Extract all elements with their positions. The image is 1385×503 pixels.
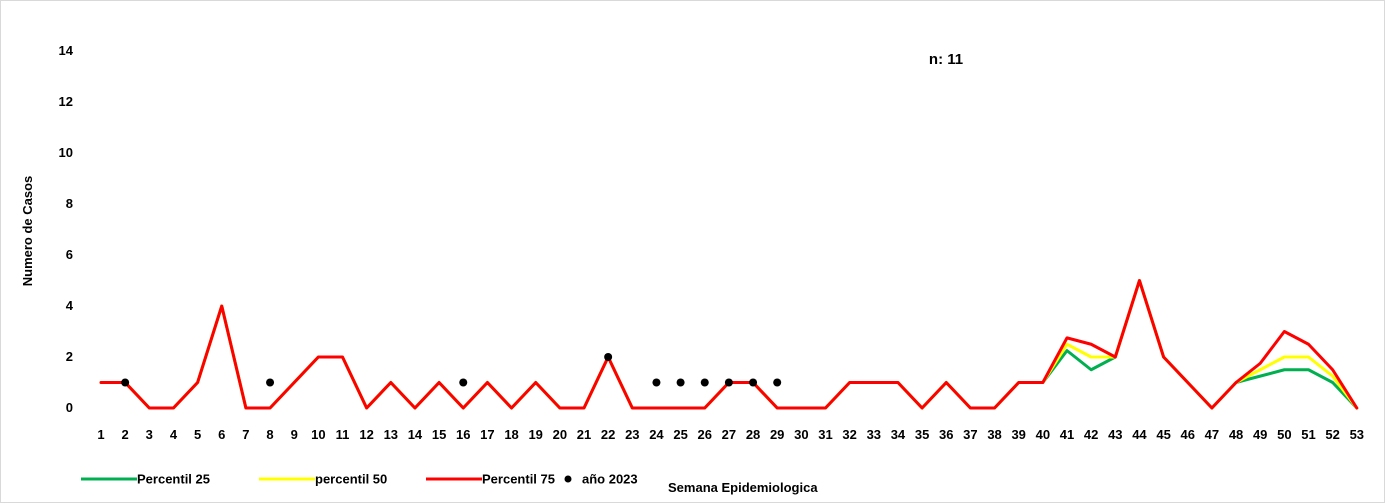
x-tick-label: 44 (1132, 427, 1147, 442)
x-tick-label: 33 (867, 427, 881, 442)
x-tick-label: 16 (456, 427, 470, 442)
legend-swatch (564, 475, 572, 483)
legend-label: percentil 50 (315, 472, 387, 487)
x-tick-label: 12 (359, 427, 373, 442)
x-tick-label: 8 (266, 427, 273, 442)
y-axis-title: Numero de Casos (20, 176, 35, 287)
year-2023-point (724, 378, 733, 387)
x-tick-label: 48 (1229, 427, 1243, 442)
x-tick-label: 40 (1036, 427, 1050, 442)
y-tick-label: 0 (66, 400, 73, 415)
x-tick-label: 50 (1277, 427, 1291, 442)
x-tick-label: 14 (408, 427, 423, 442)
x-tick-label: 23 (625, 427, 639, 442)
year-2023-point (266, 378, 275, 387)
legend-label: año 2023 (582, 472, 638, 487)
x-tick-label: 5 (194, 427, 201, 442)
legend: Percentil 25 percentil 50 Percentil 75 año … (81, 472, 638, 487)
x-tick-label: 45 (1156, 427, 1170, 442)
x-tick-label: 39 (1011, 427, 1025, 442)
x-tick-label: 43 (1108, 427, 1122, 442)
x-tick-label: 22 (601, 427, 615, 442)
x-tick-label: 4 (170, 427, 178, 442)
x-tick-label: 7 (242, 427, 249, 442)
x-tick-label: 34 (891, 427, 906, 442)
x-tick-label: 27 (722, 427, 736, 442)
year-2023-point (121, 378, 130, 387)
y-tick-label: 6 (66, 247, 73, 262)
x-tick-label: 18 (504, 427, 518, 442)
x-tick-label: 41 (1060, 427, 1074, 442)
x-tick-label: 53 (1350, 427, 1364, 442)
year-2023-point (459, 378, 468, 387)
x-tick-label: 25 (673, 427, 687, 442)
x-tick-label: 10 (311, 427, 325, 442)
x-tick-label: 1 (97, 427, 104, 442)
x-tick-label: 51 (1301, 427, 1315, 442)
x-tick-label: 6 (218, 427, 225, 442)
series-lines (99, 279, 1359, 410)
y-tick-label: 2 (66, 349, 73, 364)
x-tick-label: 32 (842, 427, 856, 442)
y-axis-title-group: Numero de Casos (20, 176, 35, 287)
x-tick-label: 36 (939, 427, 953, 442)
x-tick-label: 9 (291, 427, 298, 442)
x-tick-label: 37 (963, 427, 977, 442)
x-tick-label: 11 (336, 427, 350, 442)
year-2023-point (604, 353, 613, 361)
x-tick-label: 21 (577, 427, 591, 442)
x-tick-label: 52 (1325, 427, 1339, 442)
x-tick-label: 3 (146, 427, 153, 442)
y-tick-label: 10 (59, 145, 73, 160)
y-tick-label: 4 (66, 298, 74, 313)
legend-label: Percentil 75 (482, 472, 555, 487)
year-2023-point (700, 378, 709, 387)
x-tick-label: 20 (553, 427, 567, 442)
year-2023-point (773, 378, 782, 387)
series-points (121, 353, 782, 387)
legend-label: Percentil 25 (137, 472, 210, 487)
y-tick-label: 12 (59, 94, 73, 109)
x-tick-label: 19 (528, 427, 542, 442)
x-tick-label: 30 (794, 427, 808, 442)
x-tick-label: 24 (649, 427, 664, 442)
sample-size-annotation: n: 11 (929, 51, 963, 68)
x-tick-label: 13 (384, 427, 398, 442)
x-tick-label: 2 (122, 427, 129, 442)
x-tick-label: 42 (1084, 427, 1098, 442)
x-tick-label: 26 (698, 427, 712, 442)
x-axis-title: Semana Epidemiologica (668, 480, 818, 495)
year-2023-point (652, 378, 661, 387)
y-axis-ticks: 0 2 4 6 8 10 12 14 (59, 43, 74, 415)
series-line-3 (99, 279, 1359, 410)
y-tick-label: 8 (66, 196, 73, 211)
x-tick-label: 28 (746, 427, 760, 442)
x-tick-label: 49 (1253, 427, 1267, 442)
x-tick-label: 29 (770, 427, 784, 442)
y-tick-label: 14 (59, 43, 74, 58)
x-tick-label: 38 (987, 427, 1001, 442)
x-tick-label: 35 (915, 427, 929, 442)
x-tick-label: 47 (1205, 427, 1219, 442)
x-axis-ticks: 1 2 3 4 5 6 7 8 9 10 11 12 13 14 15 16 17 18 19 20 21 22 23 24 2… (97, 427, 1364, 442)
year-2023-point (749, 378, 758, 387)
x-tick-label: 46 (1181, 427, 1195, 442)
year-2023-point (676, 378, 685, 387)
x-tick-label: 17 (480, 427, 494, 442)
x-tick-label: 15 (432, 427, 446, 442)
x-tick-label: 31 (818, 427, 832, 442)
